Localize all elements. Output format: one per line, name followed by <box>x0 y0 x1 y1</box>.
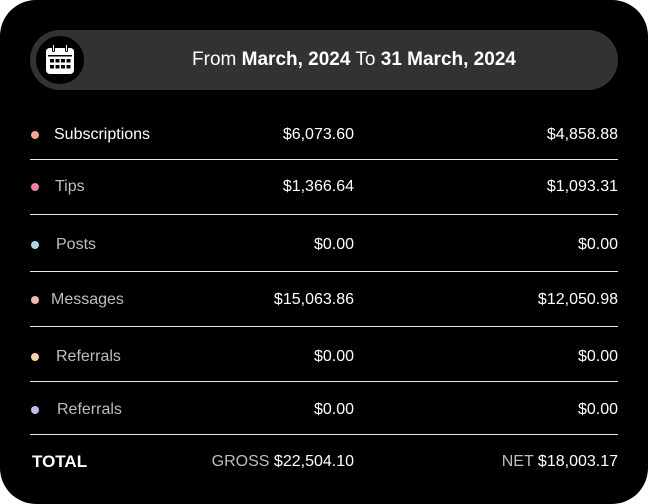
earnings-row-posts: Posts $0.00 $0.00 <box>30 230 618 260</box>
earnings-row-tips: Tips $1,366.64 $1,093.31 <box>30 172 618 202</box>
gross-amount: $6,073.60 <box>282 126 354 143</box>
date-from-prefix: From <box>192 49 237 70</box>
net-amount: $0.00 <box>577 236 618 253</box>
earnings-row-subscriptions: Subscriptions $6,073.60 $4,858.88 <box>30 120 618 150</box>
category-dot <box>31 296 39 304</box>
row-divider <box>30 381 618 382</box>
date-end: 31 March, 2024 <box>380 49 516 70</box>
row-divider <box>30 214 618 215</box>
category-label: Posts <box>56 236 97 253</box>
net-prefix: NET <box>501 453 534 470</box>
category-label: Tips <box>55 178 85 195</box>
category-label: Subscriptions <box>54 126 151 143</box>
date-start: March, 2024 <box>241 49 351 70</box>
net-amount: $4,858.88 <box>546 126 618 143</box>
date-range-label: From March, 2024 To 31 March, 2024 <box>90 30 618 90</box>
earnings-row-messages: Messages $15,063.86 $12,050.98 <box>30 285 618 315</box>
date-to-prefix: To <box>355 49 376 70</box>
category-label: Messages <box>51 291 124 308</box>
date-range-selector[interactable]: From March, 2024 To 31 March, 2024 <box>30 30 618 90</box>
total-row: TOTAL GROSS $22,504.10 NET $18,003.17 <box>30 447 618 477</box>
gross-prefix: GROSS <box>211 453 270 470</box>
earnings-row-referrals-2: Referrals $0.00 $0.00 <box>30 395 618 425</box>
net-amount: $0.00 <box>577 348 618 365</box>
category-label: Referrals <box>57 401 122 418</box>
total-label: TOTAL <box>32 452 88 471</box>
category-dot <box>31 183 39 191</box>
category-dot <box>31 131 39 139</box>
row-divider <box>30 326 618 327</box>
gross-amount: $1,366.64 <box>282 178 354 195</box>
total-gross-value: $22,504.10 <box>273 453 354 470</box>
row-divider <box>30 271 618 272</box>
total-net-value: $18,003.17 <box>537 453 618 470</box>
row-divider <box>30 434 618 435</box>
net-amount: $12,050.98 <box>537 291 618 308</box>
gross-amount: $15,063.86 <box>273 291 354 308</box>
net-amount: $1,093.31 <box>546 178 618 195</box>
gross-amount: $0.00 <box>313 348 354 365</box>
total-net: NET $18,003.17 <box>502 447 618 477</box>
category-dot <box>31 353 39 361</box>
calendar-button[interactable] <box>36 36 84 84</box>
category-label: Referrals <box>56 348 121 365</box>
total-gross: GROSS $22,504.10 <box>212 447 354 477</box>
earnings-row-referrals: Referrals $0.00 $0.00 <box>30 342 618 372</box>
gross-amount: $0.00 <box>313 401 354 418</box>
calendar-icon <box>46 44 74 74</box>
category-dot <box>31 406 39 414</box>
net-amount: $0.00 <box>577 401 618 418</box>
category-dot <box>31 241 39 249</box>
row-divider <box>30 159 618 160</box>
gross-amount: $0.00 <box>313 236 354 253</box>
